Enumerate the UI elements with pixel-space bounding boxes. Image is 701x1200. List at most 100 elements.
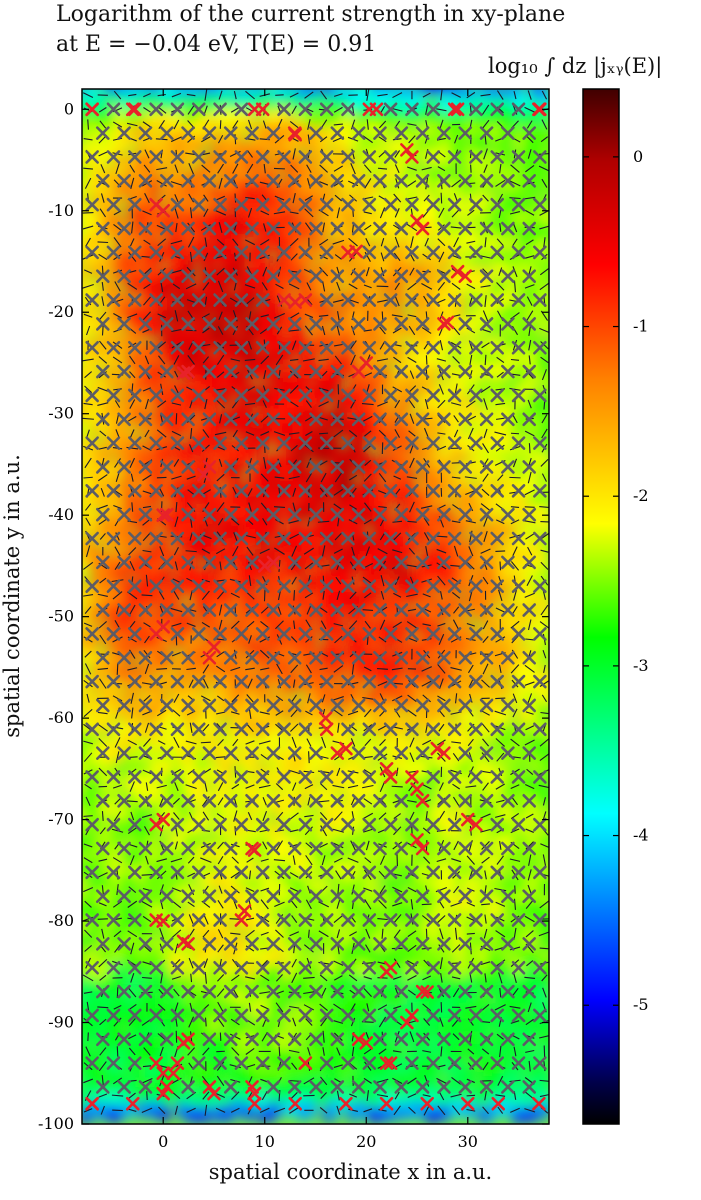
heatmap-cell [168,112,183,129]
heatmap-cell [108,464,123,481]
heatmap-cell [426,122,441,139]
heatmap-cell [98,575,113,592]
heatmap-cell [316,135,331,152]
heatmap-cell [315,1018,330,1035]
heatmap-cell [220,574,235,591]
heatmap-cell [353,1101,368,1118]
heatmap-cell [302,305,317,322]
current-segment [175,413,178,425]
heatmap-cell [88,818,103,835]
heatmap-cell [473,163,488,180]
heatmap-cell [266,293,281,310]
heatmap-cell [243,1104,258,1121]
heatmap-cell [120,89,135,97]
heatmap-cell [280,932,295,949]
current-segment [142,1065,152,1068]
heatmap-cell [186,718,201,735]
chart-title-line2: at E = −0.04 eV, T(E) = 0.91 [56,32,377,57]
heatmap-cell [243,1049,258,1066]
heatmap-cell [157,964,172,981]
heatmap-cell [426,89,441,95]
heatmap-cell [232,703,247,720]
heatmap-cell [207,162,222,179]
current-segment [83,815,93,817]
heatmap-cell [257,780,272,797]
heatmap-cell [340,177,355,194]
heatmap-cell [412,233,427,250]
heatmap-cell [82,452,91,469]
heatmap-cell [147,788,162,805]
heatmap-cell [82,140,92,157]
heatmap-cell [157,447,172,464]
heatmap-cell [170,168,185,185]
heatmap-cell [181,1017,196,1034]
heatmap-cell [82,1090,89,1107]
heatmap-cell [82,676,91,693]
heatmap-cell [266,333,281,350]
heatmap-cell [328,803,343,820]
heatmap-cell [327,1099,342,1116]
heatmap-cell [223,192,238,209]
heatmap-cell [491,318,506,335]
heatmap-cell [82,225,92,242]
heatmap-cell [82,690,89,707]
heatmap-cell [427,560,442,577]
heatmap-cell [272,139,287,156]
heatmap-cell [85,438,100,455]
current-segment [141,874,153,876]
heatmap-cell [205,946,220,963]
heatmap-cell [540,933,549,950]
heatmap-cell [303,276,318,293]
heatmap-cell [217,89,232,96]
heatmap-cell [242,963,257,980]
heatmap-cell [82,238,88,255]
heatmap-cell [330,858,345,875]
current-segment [319,432,329,435]
heatmap-cell [82,1004,89,1021]
heatmap-cell [180,446,195,463]
heatmap-cell [283,676,298,693]
heatmap-cell [326,277,341,294]
heatmap-cell [207,495,222,512]
heatmap-cell [376,297,391,314]
heatmap-cell [221,308,236,325]
heatmap-cell [82,901,88,918]
heatmap-cell [98,336,113,353]
heatmap-cell [132,353,147,370]
heatmap-cell [84,590,99,607]
heatmap-cell [244,788,259,805]
heatmap-cell [122,1102,137,1119]
heatmap-cell [82,154,87,171]
heatmap-cell [538,517,549,534]
heatmap-cell [305,964,320,981]
heatmap-cell [82,178,89,195]
heatmap-cell [185,703,200,720]
heatmap-cell [145,1101,160,1118]
heatmap-cell [303,986,318,1003]
heatmap-cell [135,477,150,494]
heatmap-cell [138,991,153,1008]
heatmap-cell [133,1043,148,1060]
current-segment [87,119,89,130]
heatmap-cell [242,1071,257,1088]
heatmap-cell [82,718,87,735]
heatmap-cell [327,661,342,678]
heatmap-cell [268,1102,283,1119]
heatmap-cell [82,851,86,868]
heatmap-cell [86,694,101,711]
heatmap-cell [305,690,320,707]
current-segment [141,594,153,597]
current-segment [273,506,285,508]
heatmap-cell [272,1064,287,1081]
heatmap-cell [283,182,298,199]
heatmap-cell [95,149,110,166]
current-segment [101,325,104,336]
heatmap-cell [230,406,245,423]
current-segment [466,932,475,935]
heatmap-cell [292,423,307,440]
heatmap-cell [234,551,249,568]
heatmap-cell [205,731,220,748]
heatmap-cell [306,89,321,95]
heatmap-cell [193,1019,208,1036]
